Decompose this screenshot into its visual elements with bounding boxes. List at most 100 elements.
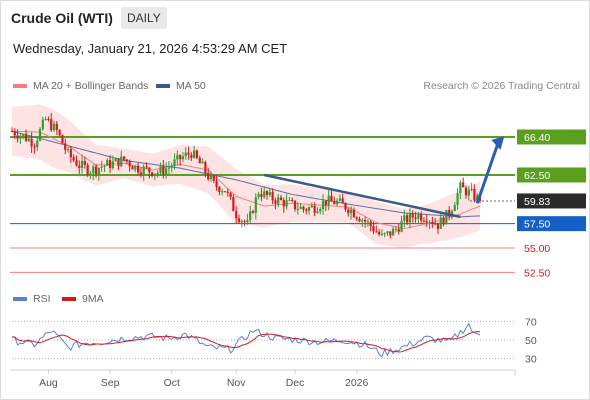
candle-body — [330, 195, 333, 201]
candle-body — [335, 200, 339, 205]
candle-body — [392, 228, 395, 236]
price-tag-layer: 66.40 62.50 59.83 57.50 55.00 52.50 — [517, 129, 586, 279]
x-tick-label-Oct: Oct — [164, 377, 180, 389]
trendline — [263, 173, 461, 219]
candle-body — [47, 118, 50, 120]
candle-body — [417, 214, 420, 219]
candle-body — [13, 131, 16, 136]
candle-body — [408, 213, 412, 223]
candle-body — [257, 194, 260, 198]
price-levels-layer — [10, 136, 515, 273]
candlestick-layer — [10, 112, 482, 239]
candle-body — [215, 180, 218, 187]
ma50-swatch — [156, 84, 170, 88]
candle-body — [282, 199, 285, 207]
candle-body — [165, 168, 168, 175]
candle-body — [361, 220, 364, 222]
candle-body — [453, 205, 456, 212]
candle-body — [406, 215, 409, 223]
candle-body — [240, 221, 243, 223]
candle-body — [277, 197, 280, 204]
candle-body — [184, 152, 187, 157]
candle-body — [27, 138, 30, 141]
candle-body — [411, 213, 414, 218]
ma50-label: MA 50 — [176, 80, 206, 92]
candle-body — [268, 191, 271, 195]
candle-body — [347, 209, 350, 214]
candle-body — [263, 191, 266, 197]
candle-body — [41, 119, 44, 130]
candle-body — [204, 161, 207, 173]
candle-body — [170, 165, 173, 168]
candle-body — [302, 206, 305, 210]
candle-body — [92, 166, 95, 174]
candle-body — [285, 200, 288, 207]
rsi-level-label-50: 50 — [525, 335, 537, 347]
ma50-line — [11, 130, 481, 218]
candle-body — [176, 154, 179, 160]
candle-body — [75, 160, 78, 166]
candle-body — [89, 173, 92, 175]
candle-body — [52, 123, 56, 131]
candle-body — [207, 172, 210, 180]
candle-body — [97, 167, 100, 174]
candle-body — [389, 231, 392, 236]
price-tag-59.83 — [517, 193, 586, 209]
candle-body — [10, 131, 14, 133]
candle-body — [131, 166, 134, 170]
candle-body — [55, 123, 58, 130]
candle-body — [265, 191, 269, 195]
timestamp: Wednesday, January 21, 2026 4:53:29 AM C… — [13, 41, 288, 56]
candle-body — [467, 189, 470, 196]
candle-body — [425, 221, 428, 223]
rsi-swatch — [13, 297, 27, 301]
price-tag-label-57.50: 57.50 — [524, 219, 550, 231]
candle-body — [378, 231, 381, 235]
candle-body — [397, 228, 400, 232]
candle-body — [338, 198, 341, 201]
candle-body — [122, 156, 126, 160]
candle-body — [274, 200, 277, 204]
candle-body — [181, 156, 185, 160]
x-tick-label-2026: 2026 — [345, 377, 369, 389]
timeframe-badge[interactable]: DAILY — [121, 7, 167, 29]
candle-body — [69, 149, 72, 158]
candle-body — [436, 223, 440, 229]
candle-body — [456, 193, 459, 206]
rsi-level-label-70: 70 — [525, 316, 537, 328]
candle-body — [305, 209, 308, 211]
candle-body — [319, 208, 322, 212]
price-tag-66.40 — [517, 129, 586, 145]
candle-body — [139, 172, 143, 175]
ma9-label: 9MA — [82, 293, 104, 305]
candle-body — [38, 129, 42, 141]
candle-body — [134, 165, 137, 170]
candle-body — [271, 191, 274, 201]
price-tag-label-66.40: 66.40 — [524, 132, 550, 144]
candle-body — [249, 211, 252, 221]
candle-body — [209, 175, 213, 180]
candle-body — [243, 221, 246, 223]
candle-body — [151, 172, 154, 176]
price-tag-57.50 — [517, 216, 586, 232]
candle-body — [316, 211, 319, 213]
candle-body — [22, 134, 25, 136]
candle-body — [145, 166, 148, 168]
candle-body — [142, 166, 145, 175]
candle-body — [58, 129, 61, 136]
candle-body — [450, 211, 454, 217]
candle-body — [431, 221, 434, 224]
candle-body — [341, 198, 344, 204]
candle-body — [237, 218, 241, 223]
candle-body — [103, 165, 106, 167]
candle-body — [394, 228, 398, 230]
x-tick-label-Sep: Sep — [101, 377, 120, 389]
projection-arrow-shaft — [475, 144, 499, 204]
bollinger-band — [12, 104, 480, 249]
candle-body — [235, 211, 238, 219]
candle-body — [66, 149, 70, 151]
candle-body — [108, 160, 112, 169]
candle-body — [167, 167, 171, 169]
candle-body — [179, 154, 182, 160]
